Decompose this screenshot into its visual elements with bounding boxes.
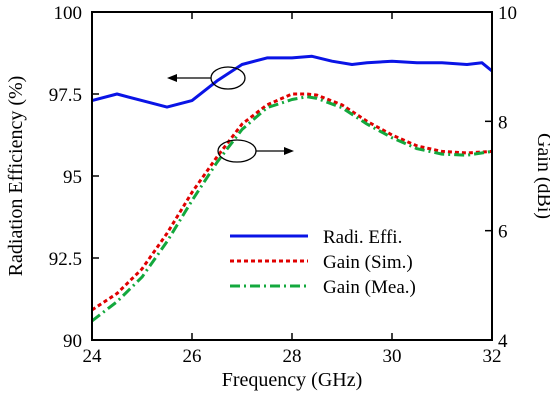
right-y-axis-label: Gain (dBi)	[533, 133, 550, 219]
plot-frame	[91, 11, 493, 341]
right-y-tick-label: 10	[498, 3, 517, 24]
series-line-3	[91, 95, 493, 323]
efficiency-axis-annotation	[167, 66, 246, 90]
left-y-tick-label: 100	[54, 3, 83, 24]
x-tick-label: 30	[383, 346, 402, 367]
series-line-2	[91, 92, 493, 312]
left-y-tick-label: 97.5	[49, 85, 82, 106]
legend: Radi. Effi. Gain (Sim.) Gain (Mea.)	[230, 227, 416, 298]
gain-arrow-head	[284, 147, 294, 155]
right-y-axis-ticks: 4 6 8 10	[485, 3, 517, 352]
legend-label-3: Gain (Mea.)	[323, 277, 416, 298]
legend-label-1: Radi. Effi.	[323, 227, 402, 248]
right-y-tick-label: 4	[498, 331, 508, 352]
gain-marker-ellipse	[217, 139, 257, 163]
x-axis-label: Frequency (GHz)	[222, 369, 363, 391]
x-axis-ticks: 24 26 28 30 32	[83, 12, 502, 367]
left-y-axis-label: Radiation Efficiency (%)	[5, 76, 27, 277]
left-y-tick-label: 95	[63, 167, 82, 188]
right-y-tick-label: 6	[498, 222, 508, 243]
efficiency-marker-ellipse	[210, 66, 246, 90]
left-y-axis-ticks: 90 92.5 95 97.5 100	[49, 3, 99, 352]
left-y-tick-label: 92.5	[49, 249, 82, 270]
x-tick-label: 28	[283, 346, 302, 367]
gain-axis-annotation	[217, 139, 294, 163]
efficiency-arrow-head	[167, 74, 177, 82]
x-tick-label: 24	[83, 346, 103, 367]
left-y-tick-label: 90	[63, 331, 82, 352]
right-y-tick-label: 8	[498, 112, 508, 133]
x-tick-label: 32	[483, 346, 502, 367]
legend-label-2: Gain (Sim.)	[323, 252, 413, 273]
plot-lines	[91, 54, 493, 323]
series-line-1	[91, 54, 493, 109]
x-tick-label: 26	[183, 346, 202, 367]
